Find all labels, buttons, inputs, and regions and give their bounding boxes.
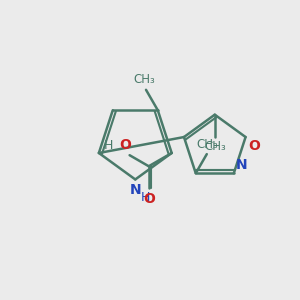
Text: O: O [119,138,131,152]
Text: CH₃: CH₃ [134,73,155,86]
Text: CH₃: CH₃ [204,140,226,153]
Text: N: N [236,158,248,172]
Text: N: N [130,183,141,197]
Text: O: O [248,139,260,152]
Text: O: O [143,192,155,206]
Text: H: H [104,139,113,152]
Text: H: H [141,190,150,204]
Text: CH₃: CH₃ [196,138,218,151]
